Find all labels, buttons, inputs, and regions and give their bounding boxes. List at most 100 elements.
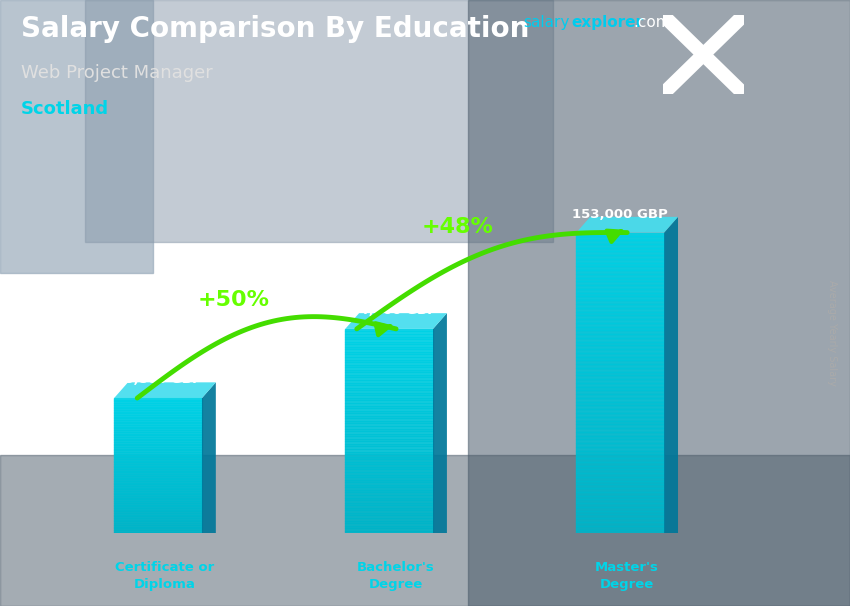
Polygon shape bbox=[114, 382, 216, 398]
Bar bbox=[345, 359, 433, 362]
Bar bbox=[345, 336, 433, 339]
Text: Bachelor's
Degree: Bachelor's Degree bbox=[357, 561, 435, 591]
Polygon shape bbox=[576, 217, 678, 233]
Text: Certificate or
Diploma: Certificate or Diploma bbox=[116, 561, 214, 591]
Bar bbox=[576, 477, 664, 481]
Bar bbox=[345, 502, 433, 505]
Bar bbox=[345, 459, 433, 462]
Text: .com: .com bbox=[633, 15, 671, 30]
Polygon shape bbox=[202, 382, 216, 533]
Bar bbox=[345, 479, 433, 482]
Bar bbox=[576, 484, 664, 488]
Bar bbox=[114, 427, 202, 428]
Bar bbox=[114, 415, 202, 417]
Bar bbox=[576, 496, 664, 499]
Bar bbox=[114, 521, 202, 523]
Bar bbox=[85, 0, 552, 242]
Bar bbox=[576, 447, 664, 451]
Bar bbox=[345, 357, 433, 359]
Bar bbox=[345, 505, 433, 508]
Bar bbox=[576, 470, 664, 473]
Bar bbox=[576, 499, 664, 503]
Bar bbox=[576, 526, 664, 530]
Bar bbox=[345, 375, 433, 378]
Bar bbox=[114, 441, 202, 442]
Polygon shape bbox=[664, 217, 678, 533]
Bar bbox=[114, 420, 202, 422]
Bar bbox=[576, 488, 664, 492]
Bar bbox=[114, 510, 202, 511]
Bar bbox=[576, 270, 664, 274]
Bar bbox=[114, 520, 202, 521]
Bar bbox=[114, 479, 202, 481]
Bar bbox=[345, 513, 433, 515]
Bar bbox=[114, 499, 202, 501]
Bar bbox=[576, 417, 664, 421]
Bar bbox=[576, 436, 664, 439]
Bar bbox=[576, 274, 664, 278]
Bar bbox=[345, 439, 433, 441]
Bar bbox=[345, 485, 433, 487]
Bar bbox=[114, 503, 202, 505]
Bar bbox=[114, 418, 202, 420]
Bar bbox=[345, 411, 433, 413]
Bar bbox=[345, 454, 433, 457]
Bar bbox=[345, 367, 433, 370]
Text: explorer: explorer bbox=[571, 15, 643, 30]
Bar bbox=[576, 342, 664, 345]
Bar bbox=[345, 388, 433, 390]
Bar bbox=[114, 496, 202, 498]
Bar bbox=[576, 259, 664, 262]
Text: Master's
Degree: Master's Degree bbox=[595, 561, 659, 591]
Bar bbox=[576, 308, 664, 311]
Bar bbox=[345, 510, 433, 513]
Bar bbox=[576, 439, 664, 443]
Bar bbox=[345, 344, 433, 347]
Bar bbox=[345, 416, 433, 418]
Bar bbox=[576, 514, 664, 518]
Bar bbox=[114, 430, 202, 432]
Bar bbox=[345, 515, 433, 518]
Text: +48%: +48% bbox=[422, 217, 494, 237]
Bar bbox=[345, 464, 433, 467]
Bar bbox=[114, 465, 202, 467]
Bar bbox=[114, 501, 202, 503]
Bar bbox=[345, 500, 433, 502]
Bar bbox=[114, 439, 202, 441]
Bar bbox=[114, 464, 202, 465]
Bar bbox=[114, 417, 202, 418]
Bar bbox=[576, 251, 664, 255]
Bar bbox=[576, 353, 664, 356]
Bar bbox=[576, 398, 664, 402]
Bar bbox=[345, 470, 433, 472]
Bar bbox=[114, 442, 202, 444]
Bar bbox=[345, 447, 433, 449]
Bar bbox=[576, 267, 664, 270]
Bar bbox=[114, 525, 202, 527]
Bar bbox=[114, 476, 202, 478]
Bar bbox=[345, 331, 433, 334]
Bar bbox=[114, 435, 202, 437]
Bar bbox=[114, 407, 202, 408]
Bar bbox=[345, 342, 433, 344]
Bar bbox=[114, 478, 202, 479]
Bar bbox=[576, 345, 664, 349]
Bar bbox=[576, 507, 664, 511]
Text: Web Project Manager: Web Project Manager bbox=[21, 64, 213, 82]
Bar bbox=[114, 450, 202, 452]
Bar bbox=[345, 398, 433, 401]
Bar bbox=[468, 0, 850, 606]
Bar bbox=[576, 492, 664, 496]
Bar bbox=[114, 449, 202, 450]
Bar bbox=[345, 472, 433, 474]
Bar bbox=[114, 528, 202, 530]
Bar bbox=[345, 372, 433, 375]
Bar bbox=[576, 296, 664, 300]
Bar bbox=[345, 490, 433, 493]
Bar bbox=[345, 421, 433, 424]
Bar bbox=[114, 488, 202, 489]
Bar bbox=[345, 482, 433, 485]
Bar bbox=[345, 525, 433, 528]
Bar bbox=[345, 405, 433, 408]
Bar bbox=[345, 418, 433, 421]
